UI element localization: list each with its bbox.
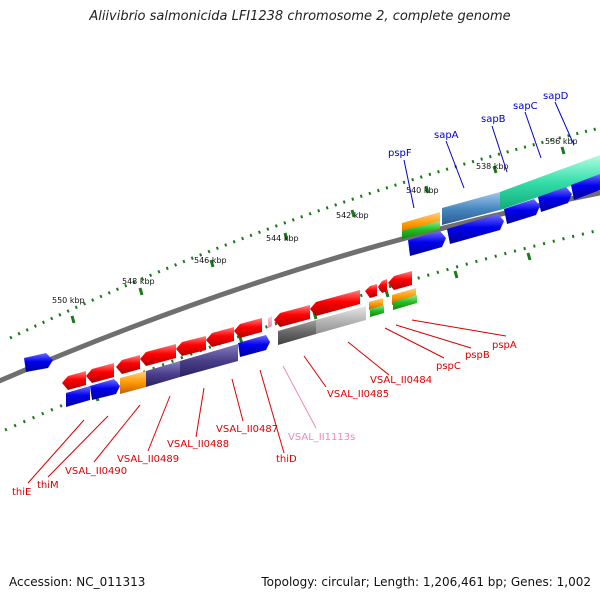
axis-labels: 550 kbp 548 kbp 546 kbp 544 kbp 542 kbp … xyxy=(52,137,578,305)
forward-cds xyxy=(504,199,540,224)
bottom-gene-leaders xyxy=(27,319,507,484)
operon-band xyxy=(500,155,600,210)
gene-label[interactable]: VSAL_II0489 xyxy=(117,454,179,465)
top-gene-labels xyxy=(403,101,575,209)
reverse-cds xyxy=(140,344,176,366)
gene-label[interactable]: VSAL_II0485 xyxy=(327,389,389,400)
gene-label[interactable]: VSAL_II0484 xyxy=(370,375,432,386)
gene-label[interactable]: pspB xyxy=(465,350,490,361)
reverse-cds xyxy=(116,355,140,374)
top-feature-row xyxy=(402,155,600,256)
gene-label[interactable]: sapB xyxy=(481,114,506,125)
gene-label[interactable]: sapD xyxy=(543,91,569,102)
operon-band xyxy=(442,192,500,225)
gene-label[interactable]: pspF xyxy=(388,148,412,159)
axis-label: 542 kbp xyxy=(336,211,369,220)
reverse-cds xyxy=(234,318,262,338)
reverse-cds xyxy=(365,284,377,298)
forward-cds xyxy=(538,187,572,212)
gene-label[interactable]: thiE xyxy=(12,487,31,498)
gene-label[interactable]: sapC xyxy=(513,101,538,112)
forward-cds xyxy=(66,386,90,407)
forward-cds xyxy=(571,174,600,200)
forward-cds xyxy=(24,353,53,372)
gene-label[interactable]: pspA xyxy=(492,340,517,351)
operon-band xyxy=(370,305,384,317)
operon-band xyxy=(393,295,417,310)
genome-summary-text: Topology: circular; Length: 1,206,461 bp… xyxy=(261,575,591,589)
operon-band xyxy=(278,320,316,345)
gene-label[interactable]: thiD xyxy=(276,454,297,465)
gene-label[interactable]: sapA xyxy=(434,130,459,141)
gene-label[interactable]: VSAL_II0488 xyxy=(167,439,229,450)
rna-leader xyxy=(282,365,317,429)
axis-label: 540 kbp xyxy=(406,186,439,195)
forward-cds xyxy=(238,335,270,357)
operon-band xyxy=(402,221,440,239)
rna-feature xyxy=(268,316,272,328)
bottom-feature-row xyxy=(24,271,417,407)
gene-label[interactable]: pspC xyxy=(436,361,461,372)
accession-text: Accession: NC_011313 xyxy=(9,575,146,589)
reverse-cds xyxy=(274,305,310,327)
operon-band xyxy=(316,306,366,334)
operon-band xyxy=(146,361,180,387)
forward-cds xyxy=(408,231,446,256)
gene-label[interactable]: VSAL_II1113s xyxy=(288,432,355,443)
operon-band xyxy=(120,371,146,394)
ruler-outer-ticks xyxy=(70,146,566,324)
axis-label: 536 kbp xyxy=(545,137,578,146)
axis-label: 548 kbp xyxy=(122,277,155,286)
reverse-cds xyxy=(378,279,387,293)
gene-label[interactable]: VSAL_II0490 xyxy=(65,466,127,477)
ruler-outer xyxy=(9,126,600,340)
forward-cds xyxy=(447,214,504,244)
axis-label: 538 kbp xyxy=(476,162,509,171)
reverse-cds xyxy=(206,327,234,347)
reverse-cds xyxy=(388,271,412,290)
map-title: Aliivibrio salmonicida LFI1238 chromosom… xyxy=(89,9,511,24)
axis-label: 544 kbp xyxy=(266,234,299,243)
reverse-cds xyxy=(176,336,206,356)
axis-label: 546 kbp xyxy=(194,256,227,265)
reverse-cds xyxy=(86,363,114,383)
reverse-cds xyxy=(310,290,360,316)
reverse-cds xyxy=(62,371,86,390)
forward-cds xyxy=(90,379,120,400)
gene-label[interactable]: VSAL_II0487 xyxy=(216,424,278,435)
axis-label: 550 kbp xyxy=(52,296,85,305)
operon-band xyxy=(180,344,238,377)
gene-label[interactable]: thiM xyxy=(37,480,59,491)
